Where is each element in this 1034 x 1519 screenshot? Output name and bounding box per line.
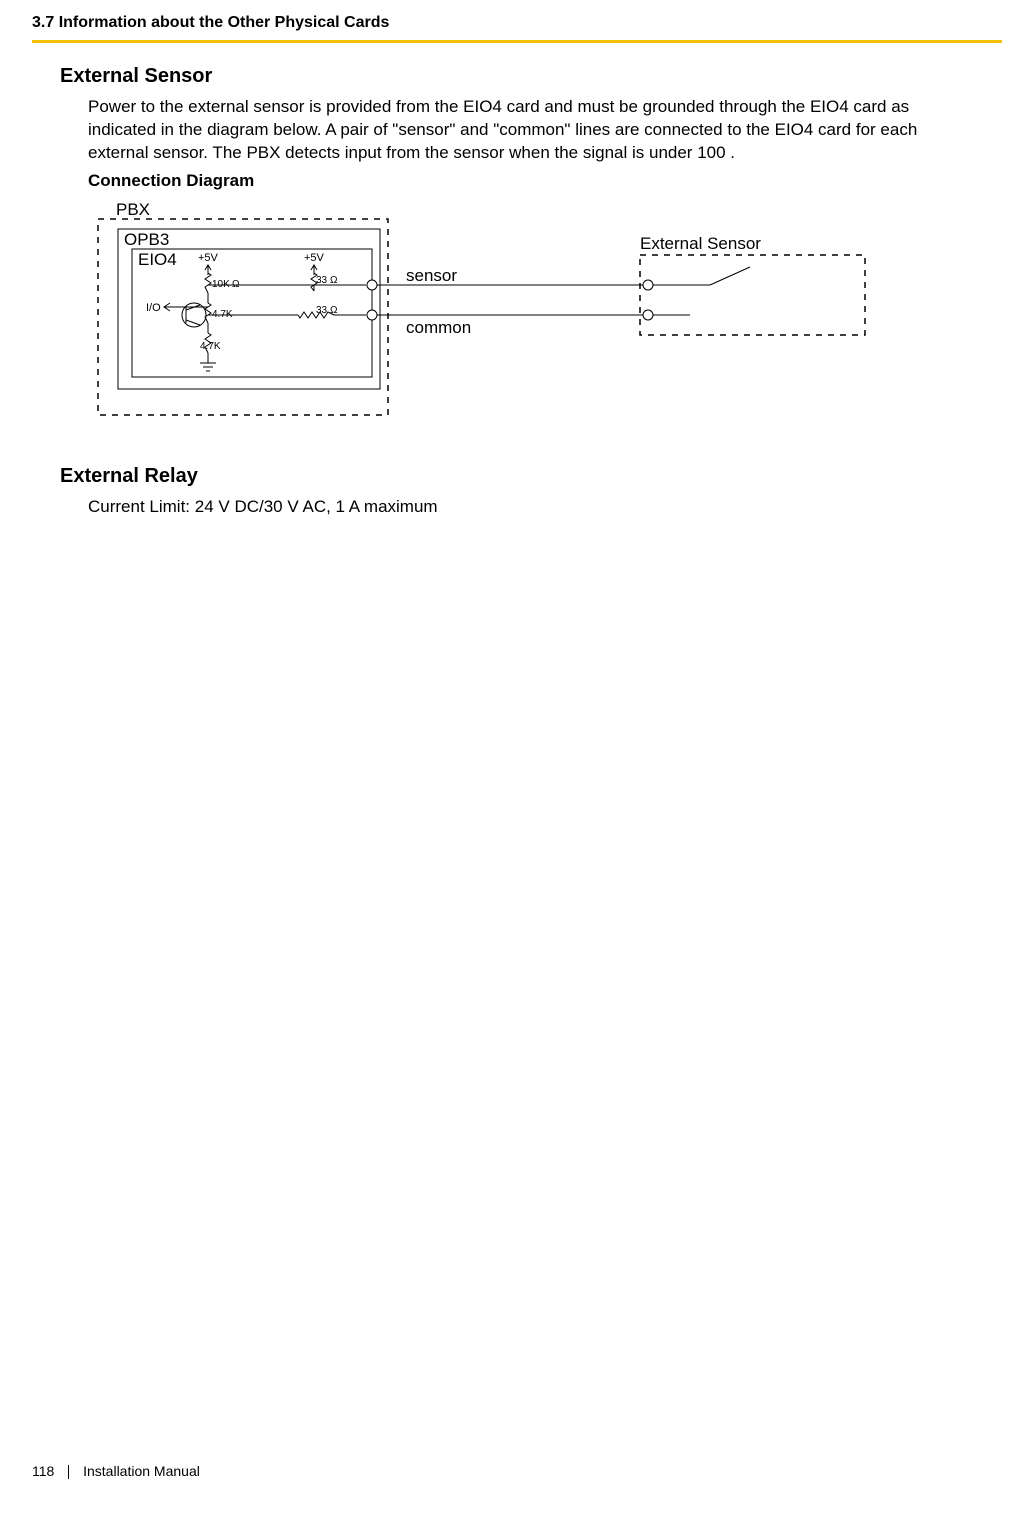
connection-diagram: PBXOPB3EIO4+5V+5V10KΩ4.7K4.7KI/O33Ωsenso… xyxy=(88,195,974,425)
svg-text:33: 33 xyxy=(316,275,328,286)
svg-text:OPB3: OPB3 xyxy=(124,230,169,249)
connection-diagram-svg: PBXOPB3EIO4+5V+5V10KΩ4.7K4.7KI/O33Ωsenso… xyxy=(88,195,908,425)
svg-text:4.7K: 4.7K xyxy=(200,341,221,352)
svg-text:PBX: PBX xyxy=(116,200,150,219)
section-title: 3.7 Information about the Other Physical… xyxy=(32,14,389,31)
manual-title: Installation Manual xyxy=(83,1463,200,1479)
external-relay-paragraph: Current Limit: 24 V DC/30 V AC, 1 A maxi… xyxy=(88,496,974,519)
svg-text:I/O: I/O xyxy=(146,302,161,314)
svg-text:EIO4: EIO4 xyxy=(138,250,177,269)
svg-text:33: 33 xyxy=(316,305,328,316)
external-sensor-heading: External Sensor xyxy=(60,65,974,88)
page-footer: 118 Installation Manual xyxy=(32,1463,200,1479)
external-relay-heading: External Relay xyxy=(60,465,974,488)
svg-text:External Sensor: External Sensor xyxy=(640,234,761,253)
svg-text:sensor: sensor xyxy=(406,266,457,285)
svg-text:+5V: +5V xyxy=(304,252,325,264)
svg-text:+5V: +5V xyxy=(198,252,219,264)
section-header: 3.7 Information about the Other Physical… xyxy=(0,0,1034,40)
connection-diagram-subheading: Connection Diagram xyxy=(88,171,974,191)
svg-text:Ω: Ω xyxy=(330,305,338,316)
svg-text:common: common xyxy=(406,318,471,337)
svg-text:Ω: Ω xyxy=(330,275,338,286)
page-number: 118 xyxy=(32,1463,54,1479)
external-sensor-paragraph: Power to the external sensor is provided… xyxy=(88,96,974,165)
header-rule xyxy=(32,40,1002,43)
footer-separator xyxy=(68,1465,69,1479)
